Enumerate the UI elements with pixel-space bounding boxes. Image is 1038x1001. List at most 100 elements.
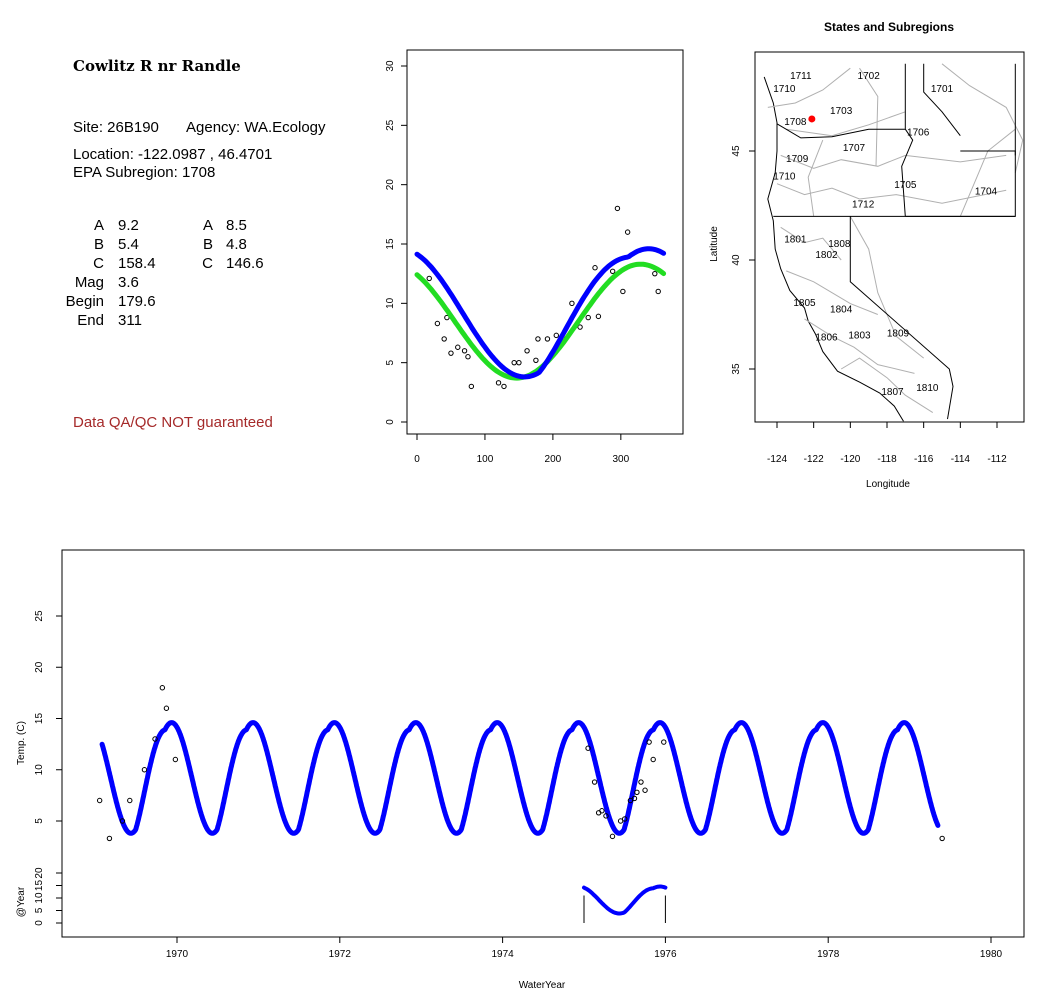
data-point (455, 344, 461, 350)
y-tick-label-year: 0 (34, 920, 45, 926)
data-point (501, 383, 507, 390)
data-point (631, 795, 638, 802)
region-label: 1805 (793, 298, 816, 309)
data-point (650, 756, 656, 763)
region-label: 1704 (975, 187, 998, 198)
y-tick-label: 5 (385, 359, 396, 365)
x-tick-label: 1980 (980, 949, 1003, 960)
subregion-boundary (804, 318, 915, 374)
state-border (776, 123, 906, 139)
region-label: 1707 (843, 143, 866, 154)
year-inset (582, 884, 668, 923)
timeseries-ylabel: Temp. (C) (16, 721, 27, 765)
data-point (544, 336, 551, 342)
site-id: Site: 26B190 (73, 119, 159, 136)
param-value: 8.5 (226, 217, 247, 234)
map-chart: States and Subregions -124 -122 -120 -118 -1… (709, 20, 1025, 490)
param-label: A (202, 217, 213, 234)
coastline (763, 76, 904, 422)
map-xlabel: Longitude (866, 479, 910, 490)
y-tick-label-year: 20 (34, 867, 45, 879)
x-tick-label: 1970 (166, 949, 189, 960)
x-tick-label: -112 (987, 454, 1007, 465)
region-label: 1710 (773, 84, 796, 95)
data-point (96, 797, 103, 804)
data-point (511, 359, 517, 366)
param-label: C (93, 255, 104, 272)
region-label: 1809 (887, 328, 910, 339)
data-point (655, 288, 661, 295)
region-label: 1702 (858, 71, 881, 82)
region-label: 1703 (830, 106, 853, 117)
data-point (495, 380, 502, 386)
data-point (441, 336, 447, 342)
subregion-boundary (807, 139, 824, 217)
data-point (553, 332, 559, 339)
y-tick-label-year: 15 (34, 880, 45, 892)
data-point (533, 357, 539, 363)
subregion-boundary (849, 216, 925, 359)
y-tick-label: 15 (385, 238, 396, 250)
data-point (159, 685, 166, 691)
region-label: 1706 (907, 128, 930, 139)
data-point (172, 756, 179, 763)
data-point (468, 383, 475, 390)
subregion-boundary (780, 226, 842, 261)
y-tick-label: 35 (731, 363, 742, 375)
data-point (127, 797, 133, 804)
y-tick-label: 45 (731, 145, 742, 157)
data-point (620, 288, 626, 295)
series-line-blue (414, 246, 667, 380)
param-label: B (93, 236, 104, 253)
data-point (609, 268, 616, 274)
site-marker (808, 115, 816, 123)
data-point (585, 745, 591, 751)
param-value: 9.2 (118, 217, 139, 234)
x-tick-label: 200 (545, 454, 562, 465)
data-point (614, 205, 621, 212)
y-tick-label-year: 10 (34, 892, 45, 904)
y-tick-label: 15 (34, 713, 45, 725)
map-region-boundaries (763, 63, 1024, 422)
data-point (627, 797, 634, 804)
param-value: 3.6 (118, 274, 139, 291)
data-point (163, 705, 170, 711)
region-label: 1808 (828, 239, 851, 250)
data-point (141, 767, 148, 773)
region-label: 1701 (931, 84, 954, 95)
data-point (577, 324, 583, 330)
param-label: Mag (74, 274, 104, 291)
param-label: A (93, 217, 104, 234)
data-point (646, 739, 652, 745)
y-tick-label: 10 (385, 297, 396, 309)
data-point (624, 229, 631, 235)
y-tick-label: 5 (34, 818, 45, 824)
x-tick-label: -124 (767, 454, 787, 465)
subregion-boundary (780, 154, 1007, 169)
param-value: 5.4 (118, 236, 139, 253)
param-value: 158.4 (118, 255, 156, 272)
data-point (516, 359, 522, 366)
site-title: Cowlitz R nr Randle (73, 57, 241, 75)
data-point (661, 739, 667, 745)
timeseries-xlabel: WaterYear (519, 980, 566, 991)
subregion-boundary (859, 67, 879, 167)
timeseries-plot-frame (61, 549, 1025, 938)
y-tick-label: 20 (385, 179, 396, 191)
data-point (569, 300, 575, 307)
y-tick-label: 25 (34, 610, 45, 622)
data-point (652, 270, 658, 277)
region-label: 1801 (784, 235, 807, 246)
subregion-boundary (959, 128, 1016, 217)
data-point (461, 348, 468, 354)
subregion-boundary (767, 67, 851, 108)
map-title: States and Subregions (824, 20, 954, 34)
timeseries-chart: 1970 1972 1974 1976 1978 19805101520250510152… (16, 549, 1025, 991)
y-tick-label-year: 5 (34, 907, 45, 913)
x-tick-label: 300 (612, 454, 629, 465)
region-label: 1806 (815, 333, 838, 344)
state-border (905, 150, 1016, 217)
subregion-boundary (786, 111, 906, 137)
data-point (591, 779, 598, 785)
